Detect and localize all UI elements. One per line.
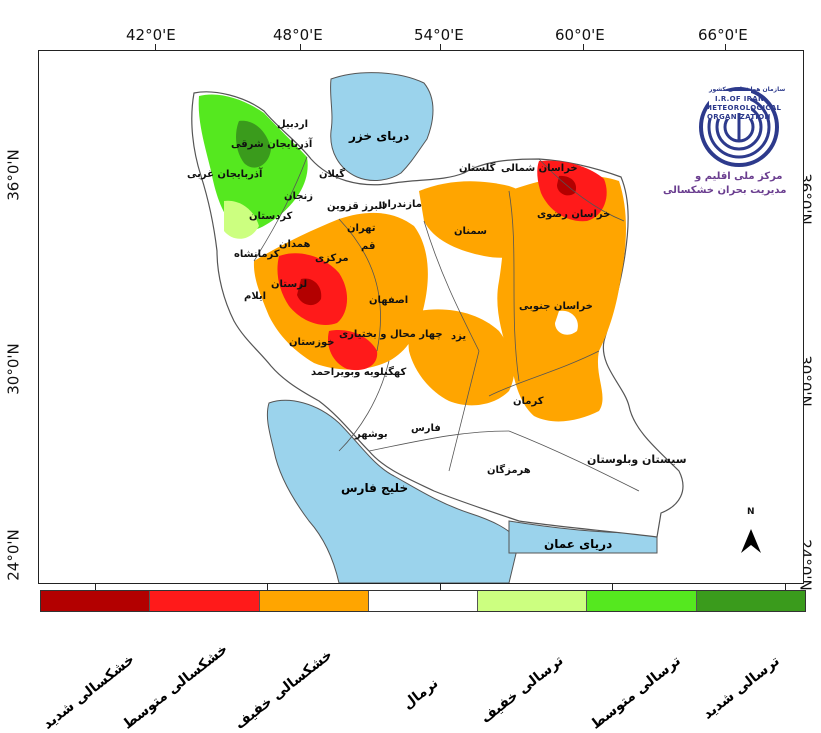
drought-map — [191, 72, 761, 583]
label-zanjan: زنجان — [284, 191, 314, 202]
legend-swatch-normal — [368, 591, 479, 611]
label-yazd: یزد — [451, 331, 467, 342]
label-hormozgan: هرمزگان — [487, 465, 531, 476]
lat-tick-36-left: 36°0'N — [4, 149, 23, 201]
tick-mark — [155, 44, 156, 51]
mild-drought-south — [408, 309, 515, 406]
oman-sea-label: دریای عمان — [544, 537, 613, 551]
label-kohgiluyeh: کهگیلویه وبویراحمد — [311, 367, 407, 378]
legend-swatch-mild-wet — [478, 591, 588, 611]
lon-tick-48: 48°0'E — [273, 26, 323, 44]
label-gilan: گیلان — [319, 169, 346, 180]
logo-en-line3: ORGANIZATION — [707, 113, 771, 121]
label-south-khorasan: خراسان جنوبی — [519, 301, 593, 312]
tick-mark — [583, 44, 584, 51]
lon-tick-54: 54°0'E — [414, 26, 464, 44]
persian-gulf — [266, 399, 520, 583]
legend-label-mild-wet: ترسالی خفیف — [478, 652, 567, 727]
province-borders — [253, 156, 640, 492]
tick-mark — [725, 44, 726, 51]
legend-label-moderate-wet: ترسالی متوسط — [588, 652, 684, 733]
label-kermanshah: کرمانشاه — [234, 249, 280, 260]
label-razavi-khorasan: خراسان رضوی — [537, 209, 611, 220]
logo-org-small: سازمان هواشناسی کشور — [709, 86, 786, 93]
caspian-sea — [330, 72, 434, 181]
tick-mark — [440, 44, 441, 51]
label-tehran: تهران — [347, 223, 376, 234]
logo-en-line2: METEOROLOGICAL — [705, 104, 782, 112]
lon-tick-42: 42°0'E — [126, 26, 176, 44]
label-bushehr: بوشهر — [355, 429, 388, 440]
lon-tick-60: 60°0'E — [555, 26, 605, 44]
legend-swatch-moderate-wet — [587, 591, 697, 611]
persian-gulf-label: خلیج فارس — [341, 481, 409, 495]
label-chaharmahal: چهار محال و بختیاری — [339, 329, 443, 340]
tick-mark — [612, 582, 613, 590]
mild-drought-east — [497, 175, 626, 422]
legend-label-moderate-drought: خشکسالی متوسط — [120, 641, 231, 733]
label-kerman: کرمان — [513, 396, 544, 407]
label-east-azarbaijan: آذربایجان شرقی — [231, 139, 313, 150]
meteorological-logo-icon — [699, 87, 779, 167]
tick-mark — [267, 582, 268, 590]
label-fars: فارس — [411, 423, 441, 434]
label-khuzestan: خوزستان — [289, 337, 335, 348]
caspian-label: دریای خزر — [349, 129, 410, 143]
label-hamedan: همدان — [279, 239, 311, 250]
legend-bar — [40, 590, 806, 612]
label-alborz-qazvin: البرز قزوین — [327, 201, 386, 212]
normal-zone — [555, 310, 578, 335]
logo-en-line1: I.R.OF IRAN — [715, 95, 765, 103]
lat-tick-30-left: 30°0'N — [4, 343, 23, 395]
tick-mark — [95, 582, 96, 590]
label-sistan: سیستان وبلوستان — [587, 453, 687, 466]
logo-fa-line2: مدیریت بحران خشکسالی — [663, 185, 787, 196]
north-arrow-icon — [741, 529, 761, 553]
legend-swatch-moderate-drought — [150, 591, 260, 611]
legend-label-severe-wet: ترسالی شدید — [700, 653, 783, 723]
map-frame: دریای خزر خلیج فارس دریای عمان N اردبیل … — [38, 50, 804, 584]
label-ardabil: اردبیل — [277, 119, 309, 130]
lat-tick-24-left: 24°0'N — [4, 529, 23, 581]
north-arrow-label: N — [747, 507, 755, 517]
legend-swatch-severe-drought — [41, 591, 151, 611]
legend-swatch-severe-wet — [696, 591, 805, 611]
label-west-azarbaijan: آذربایجان غربی — [187, 169, 263, 180]
wet-zone-strong — [236, 120, 271, 168]
lon-tick-66: 66°0'E — [698, 26, 748, 44]
label-lorestan: لرستان — [271, 279, 308, 290]
label-isfahan: اصفهان — [369, 295, 409, 306]
logo-fa-line1: مرکز ملی اقلیم و — [695, 171, 783, 182]
normal-zone — [436, 264, 484, 299]
label-markazi: مرکزی — [315, 253, 349, 264]
tick-mark — [785, 582, 786, 590]
label-semnan: سمنان — [454, 226, 487, 237]
legend-label-normal: نرمال — [400, 675, 442, 713]
wet-zone-light — [224, 200, 259, 239]
severe-drought-patch — [297, 278, 322, 306]
label-golestan: گلستان — [459, 163, 496, 174]
legend-label-mild-drought: خشکسالی خفیف — [232, 646, 336, 733]
label-kurdistan: کردستان — [249, 211, 293, 222]
moderate-drought-south-west — [327, 330, 378, 371]
tick-mark — [300, 44, 301, 51]
legend-swatch-mild-drought — [259, 591, 369, 611]
logo: سازمان هواشناسی کشور I.R.OF IRAN METEORO… — [657, 69, 787, 199]
label-ilam: ایلام — [244, 291, 267, 302]
label-qom: قم — [361, 241, 376, 252]
tick-mark — [440, 582, 441, 590]
label-north-khorasan: خراسان شمالی — [501, 163, 578, 174]
label-mazandaran: مازندران — [379, 199, 422, 210]
